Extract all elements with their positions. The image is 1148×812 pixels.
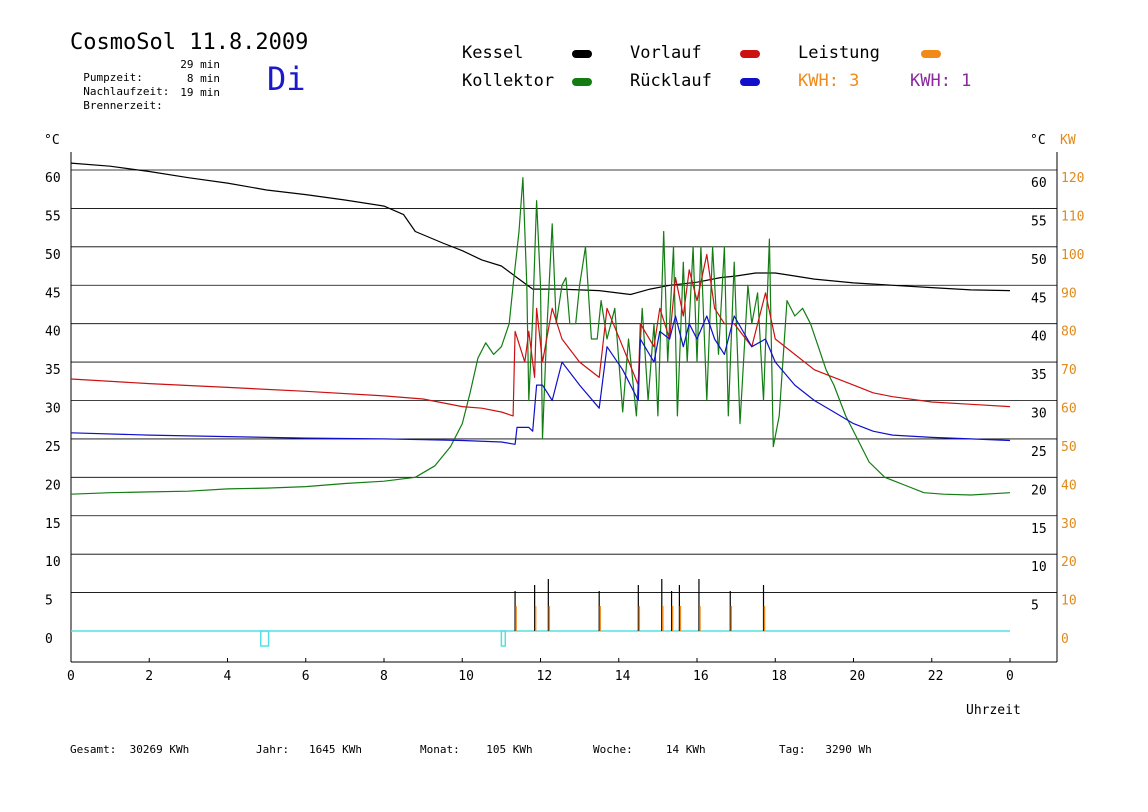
chart-title: CosmoSol 11.8.2009 — [70, 30, 309, 55]
y-tick-right: 60 — [1031, 176, 1047, 191]
y-tick-kw: 110 — [1061, 209, 1084, 224]
x-tick: 4 — [224, 669, 232, 684]
info-value: 8 min — [186, 72, 220, 85]
x-tick: 10 — [458, 669, 474, 684]
x-tick: 0 — [67, 669, 75, 684]
x-tick: 0 — [1006, 669, 1014, 684]
info-pumpzeit: Pumpzeit: 29 min — [70, 58, 220, 84]
y-tick-left: 35 — [45, 363, 61, 378]
x-tick: 14 — [615, 669, 631, 684]
x-tick: 12 — [537, 669, 553, 684]
baseline-pulse — [500, 630, 507, 647]
y-tick-left: 0 — [45, 632, 53, 647]
y-tick-kw: 80 — [1061, 325, 1077, 340]
y-tick-left: 25 — [45, 440, 61, 455]
legend-leistung-swatch — [921, 50, 941, 58]
info-label: Nachlaufzeit: — [83, 85, 170, 98]
x-tick: 2 — [145, 669, 153, 684]
x-tick: 22 — [928, 669, 944, 684]
footer-woche: Woche: 14 KWh — [593, 743, 706, 756]
info-nachlaufzeit: Nachlaufzeit: 8 min — [70, 72, 220, 98]
info-label: Pumpzeit: — [83, 71, 143, 84]
y-tick-left: 10 — [45, 555, 61, 570]
y-tick-right: 10 — [1031, 560, 1047, 575]
y-tick-left: 50 — [45, 248, 61, 263]
info-brennerzeit: Brennerzeit: 19 min — [70, 86, 220, 112]
y-tick-kw: 40 — [1061, 478, 1077, 493]
right-unit-label: °C — [1030, 133, 1046, 148]
y-tick-kw: 10 — [1061, 594, 1077, 609]
y-tick-left: 5 — [45, 594, 53, 609]
y-tick-right: 5 — [1031, 599, 1039, 614]
legend-kollektor: Kollektor — [462, 71, 555, 91]
legend-vorlauf: Vorlauf — [630, 43, 702, 63]
x-tick: 20 — [850, 669, 866, 684]
y-tick-left: 20 — [45, 478, 61, 493]
y-tick-left: 15 — [45, 517, 61, 532]
x-tick: 8 — [380, 669, 388, 684]
info-value: 29 min — [180, 58, 220, 71]
y-tick-left: 40 — [45, 325, 61, 340]
series-line-kollektor — [70, 177, 1011, 496]
y-tick-right: 35 — [1031, 368, 1047, 383]
y-tick-kw: 60 — [1061, 402, 1077, 417]
legend-vorlauf-swatch — [740, 50, 760, 58]
y-tick-left: 55 — [45, 209, 61, 224]
info-label: Brennerzeit: — [83, 99, 163, 112]
y-tick-kw: 90 — [1061, 286, 1077, 301]
y-tick-right: 25 — [1031, 445, 1047, 460]
legend-ruecklauf: Rücklauf — [630, 71, 712, 91]
y-tick-left: 60 — [45, 171, 61, 186]
y-tick-kw: 50 — [1061, 440, 1077, 455]
baseline-pulse — [260, 630, 270, 647]
legend-ruecklauf-swatch — [740, 78, 760, 86]
footer-gesamt: Gesamt: 30269 KWh — [70, 743, 190, 756]
x-axis-label: Uhrzeit — [966, 703, 1021, 718]
footer-jahr: Jahr: 1645 KWh — [256, 743, 362, 756]
y-tick-right: 45 — [1031, 291, 1047, 306]
legend-kollektor-swatch — [572, 78, 592, 86]
footer-tag: Tag: 3290 Wh — [779, 743, 872, 756]
legend-leistung: Leistung — [798, 43, 880, 63]
left-unit-label: °C — [44, 133, 60, 148]
x-tick: 18 — [771, 669, 787, 684]
info-value: 19 min — [180, 86, 220, 99]
legend-kessel-swatch — [572, 50, 592, 58]
y-tick-kw: 0 — [1061, 632, 1069, 647]
x-tick: 6 — [302, 669, 310, 684]
y-tick-left: 30 — [45, 402, 61, 417]
y-tick-right: 30 — [1031, 407, 1047, 422]
kw-unit-label: KW — [1060, 133, 1076, 148]
footer-monat: Monat: 105 KWh — [420, 743, 533, 756]
legend-kessel: Kessel — [462, 43, 524, 63]
y-tick-right: 15 — [1031, 522, 1047, 537]
y-tick-right: 40 — [1031, 330, 1047, 345]
series-line-rcklauf — [70, 315, 1011, 445]
weekday-label: Di — [267, 60, 306, 98]
y-tick-kw: 120 — [1061, 171, 1084, 186]
y-tick-kw: 70 — [1061, 363, 1077, 378]
legend-kwh-second: KWH: 1 — [910, 71, 972, 91]
y-tick-right: 20 — [1031, 483, 1047, 498]
y-tick-kw: 20 — [1061, 555, 1077, 570]
y-tick-left: 45 — [45, 286, 61, 301]
y-tick-right: 55 — [1031, 214, 1047, 229]
y-tick-kw: 100 — [1061, 248, 1084, 263]
y-tick-kw: 30 — [1061, 517, 1077, 532]
x-tick: 16 — [693, 669, 709, 684]
series-line-kessel — [70, 162, 1011, 296]
legend-kwh-leistung: KWH: 3 — [798, 71, 860, 91]
y-tick-right: 50 — [1031, 253, 1047, 268]
series-line-vorlauf — [70, 253, 1011, 417]
